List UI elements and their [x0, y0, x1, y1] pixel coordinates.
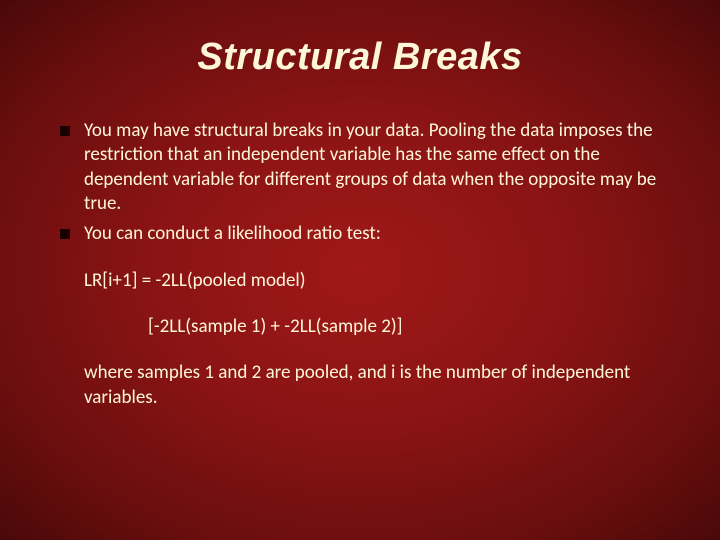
formula-line-1: LR[i+1] = -2LL(pooled model): [84, 269, 660, 293]
bullet-text: You may have structural breaks in your d…: [84, 119, 660, 216]
bullet-item: You may have structural breaks in your d…: [60, 119, 660, 216]
bullet-item: You can conduct a likelihood ratio test:: [60, 222, 660, 246]
bullet-text: You can conduct a likelihood ratio test:: [84, 222, 660, 246]
bullet-square-icon: [60, 126, 70, 136]
slide-content: You may have structural breaks in your d…: [50, 119, 670, 410]
closing-text: where samples 1 and 2 are pooled, and i …: [84, 361, 660, 410]
bullet-square-icon: [60, 229, 70, 239]
slide-title: Structural Breaks: [50, 36, 670, 79]
formula-line-2: [-2LL(sample 1) + -2LL(sample 2)]: [148, 315, 660, 339]
